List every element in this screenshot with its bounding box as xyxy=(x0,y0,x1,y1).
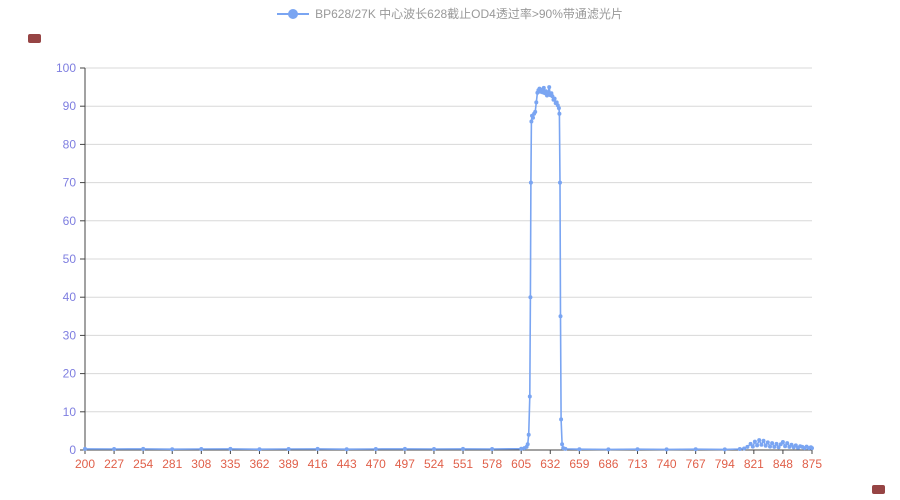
svg-text:443: 443 xyxy=(337,457,357,471)
svg-text:0: 0 xyxy=(69,443,76,457)
svg-text:686: 686 xyxy=(598,457,618,471)
svg-text:200: 200 xyxy=(75,457,95,471)
svg-text:50: 50 xyxy=(63,252,77,266)
svg-text:497: 497 xyxy=(395,457,415,471)
svg-text:632: 632 xyxy=(540,457,560,471)
series-markers xyxy=(83,85,814,452)
svg-text:713: 713 xyxy=(628,457,648,471)
series-line-group xyxy=(84,86,813,451)
svg-text:80: 80 xyxy=(63,137,77,151)
svg-text:659: 659 xyxy=(569,457,589,471)
svg-text:60: 60 xyxy=(63,214,77,228)
legend-marker-circle xyxy=(288,9,299,19)
svg-text:470: 470 xyxy=(366,457,386,471)
svg-text:308: 308 xyxy=(191,457,211,471)
svg-text:416: 416 xyxy=(308,457,328,471)
decorative-mark-bottom-right xyxy=(872,485,885,494)
legend[interactable]: BP628/27K 中心波长628截止OD4透过率>90%带通滤光片 xyxy=(0,7,900,21)
svg-text:20: 20 xyxy=(63,367,77,381)
series-legend-icon xyxy=(277,9,310,19)
svg-text:740: 740 xyxy=(657,457,677,471)
svg-text:848: 848 xyxy=(773,457,793,471)
svg-text:281: 281 xyxy=(162,457,182,471)
svg-text:551: 551 xyxy=(453,457,473,471)
svg-text:794: 794 xyxy=(715,457,735,471)
svg-text:10: 10 xyxy=(63,405,77,419)
svg-text:100: 100 xyxy=(56,61,76,75)
svg-text:578: 578 xyxy=(482,457,502,471)
y-axis-ticks xyxy=(80,67,85,451)
y-axis-labels: 0 10 20 30 40 50 60 70 80 90 100 xyxy=(56,61,76,457)
svg-text:40: 40 xyxy=(63,290,77,304)
svg-text:254: 254 xyxy=(133,457,153,471)
svg-text:335: 335 xyxy=(220,457,240,471)
svg-text:362: 362 xyxy=(249,457,269,471)
svg-text:605: 605 xyxy=(511,457,531,471)
grid-lines xyxy=(85,67,812,413)
svg-text:90: 90 xyxy=(63,99,77,113)
x-axis-labels: 200 227 254 281 308 335 362 389 416 443 470 497 524 5… xyxy=(75,457,822,471)
svg-text:821: 821 xyxy=(744,457,764,471)
svg-text:524: 524 xyxy=(424,457,444,471)
x-axis-ticks xyxy=(84,450,813,454)
svg-text:389: 389 xyxy=(279,457,299,471)
svg-text:30: 30 xyxy=(63,328,77,342)
svg-text:70: 70 xyxy=(63,176,77,190)
svg-text:767: 767 xyxy=(686,457,706,471)
svg-text:227: 227 xyxy=(104,457,124,471)
decorative-mark-top-left xyxy=(28,34,41,43)
series-line xyxy=(84,86,813,451)
legend-series-label: BP628/27K 中心波长628截止OD4透过率>90%带通滤光片 xyxy=(315,7,623,21)
svg-text:875: 875 xyxy=(802,457,822,471)
